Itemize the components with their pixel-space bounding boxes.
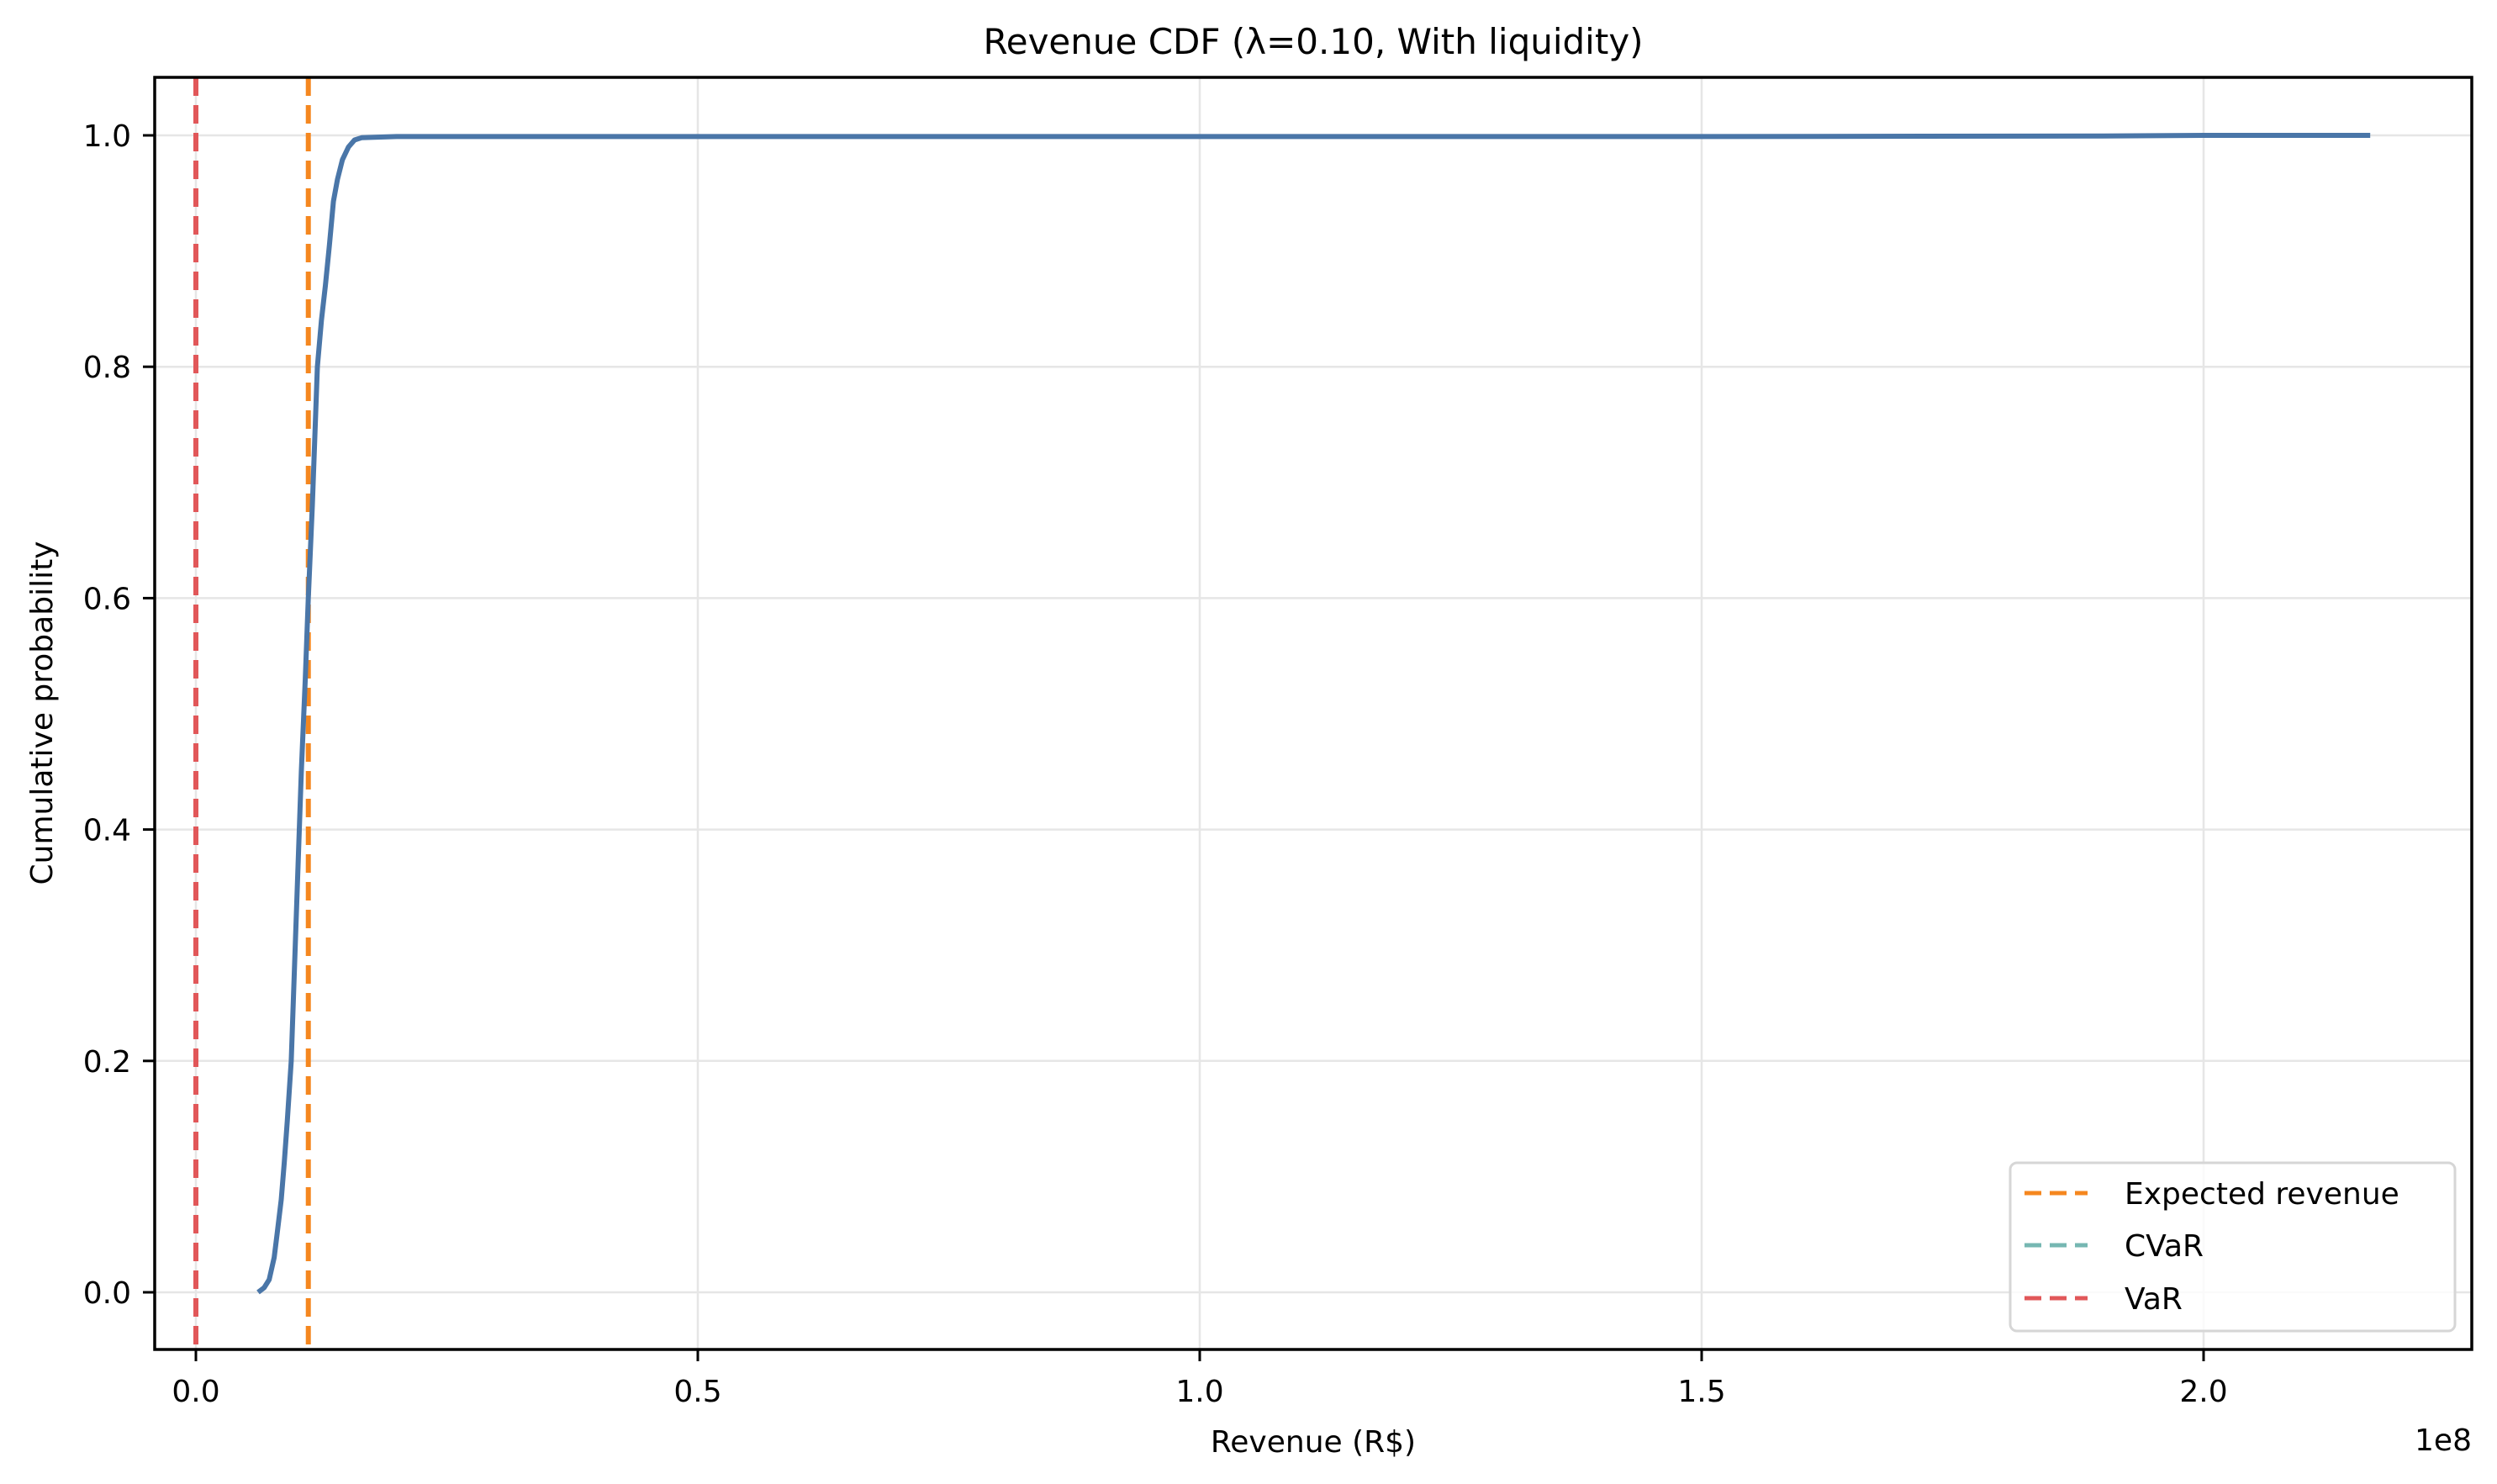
legend-item-cvar: CVaR <box>2025 1229 2204 1264</box>
x-tick-label: 1.5 <box>1677 1375 1725 1409</box>
x-tick-label: 2.0 <box>2179 1375 2227 1409</box>
reference-lines <box>193 77 311 1349</box>
y-axis-label: Cumulative probability <box>25 541 60 885</box>
y-tick-label: 0.6 <box>83 582 131 616</box>
y-tick-label: 0.4 <box>83 814 131 848</box>
grid-lines <box>155 77 2472 1349</box>
x-tick-label: 0.0 <box>172 1375 219 1409</box>
tick-labels: 0.0 0.5 1.0 1.5 2.0 0.0 0.2 0.4 0.6 0.8 1.0 <box>83 119 2228 1409</box>
legend-label: Expected revenue <box>2125 1177 2399 1212</box>
chart-title: Revenue CDF (λ=0.10, With liquidity) <box>983 21 1643 62</box>
legend-box <box>2009 1161 2457 1333</box>
legend-item-expected-revenue: Expected revenue <box>2025 1177 2399 1212</box>
cdf-series <box>256 133 2371 1295</box>
legend: Expected revenue CVaR VaR <box>2009 1161 2457 1333</box>
axes <box>153 76 2473 1351</box>
legend-item-var: VaR <box>2025 1282 2183 1317</box>
y-tick-label: 0.2 <box>83 1045 131 1080</box>
y-tick-label: 0.8 <box>83 351 131 385</box>
legend-label: CVaR <box>2125 1229 2204 1264</box>
legend-label: VaR <box>2125 1282 2183 1317</box>
plot-frame <box>153 76 2473 1351</box>
x-axis-label: Revenue (R$) <box>1211 1425 1416 1460</box>
cdf-curve <box>256 133 2371 1295</box>
x-tick-label: 0.5 <box>673 1375 721 1409</box>
x-tick-label: 1.0 <box>1175 1375 1223 1409</box>
y-tick-label: 0.0 <box>83 1276 131 1311</box>
x-offset-label: 1e8 <box>2415 1423 2472 1458</box>
y-tick-label: 1.0 <box>83 119 131 154</box>
